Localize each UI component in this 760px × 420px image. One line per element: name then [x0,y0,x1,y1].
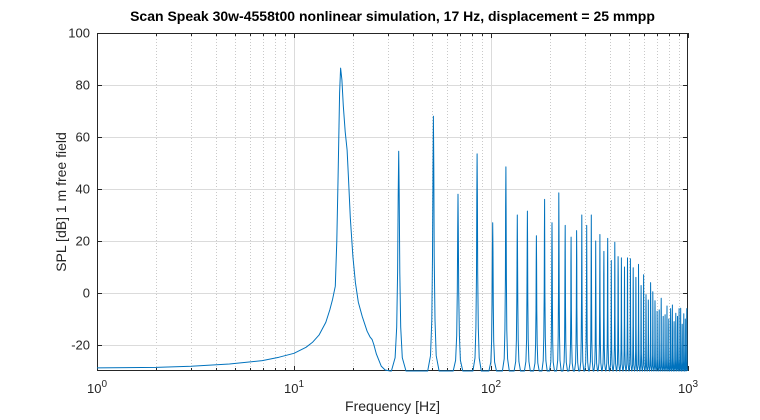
svg-text:-20: -20 [71,338,90,353]
svg-text:103: 103 [678,379,698,396]
axis-ticks [97,33,689,371]
y-axis-label: SPL [dB] 1 m free field [53,132,69,272]
svg-text:40: 40 [76,182,90,197]
minor-gridlines [156,33,680,371]
y-tick-labels: -20 0 20 40 60 80 100 [68,26,90,353]
x-axis-label: Frequency [Hz] [345,398,440,414]
svg-text:101: 101 [284,379,304,396]
plot-title: Scan Speak 30w-4558t00 nonlinear simulat… [130,8,655,24]
svg-text:80: 80 [76,78,90,93]
axes-box [97,33,688,371]
svg-text:100: 100 [68,26,90,41]
svg-text:100: 100 [87,379,107,396]
svg-text:102: 102 [481,379,501,396]
spl-curve [96,67,688,372]
svg-text:20: 20 [76,234,90,249]
svg-text:0: 0 [83,286,90,301]
x-tick-labels: 100 101 102 103 [87,379,698,396]
svg-text:60: 60 [76,130,90,145]
